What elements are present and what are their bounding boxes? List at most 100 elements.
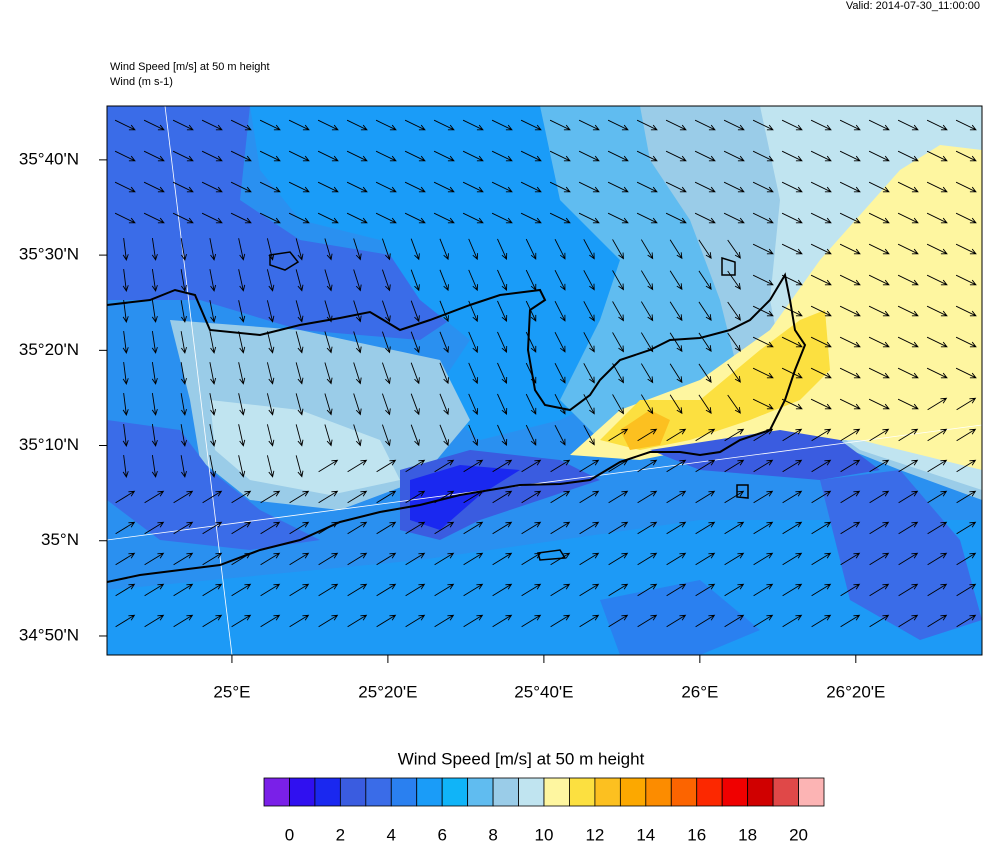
wind-arrow	[637, 459, 658, 473]
wind-arrow	[202, 521, 223, 535]
colorbar-box	[467, 777, 494, 807]
wind-arrow	[324, 362, 333, 385]
wind-arrow	[955, 150, 977, 162]
wind-arrow	[492, 552, 513, 566]
wind-arrow	[439, 238, 449, 261]
wind-arrow	[288, 212, 310, 224]
wind-arrow	[694, 119, 716, 131]
wind-arrow	[433, 119, 455, 131]
wind-arrow	[927, 614, 948, 628]
wind-arrow	[318, 614, 339, 628]
wind-arrow	[434, 490, 455, 504]
wind-arrow	[143, 181, 165, 193]
wind-arrow	[376, 552, 397, 566]
colorbar-box	[314, 777, 341, 807]
wind-arrow	[231, 583, 252, 597]
wind-arrow	[810, 336, 832, 348]
wind-arrow	[381, 238, 391, 261]
wind-arrow	[122, 331, 129, 354]
wind-arrow	[375, 212, 397, 224]
wind-arrow	[410, 424, 420, 447]
wind-arrow	[317, 119, 339, 131]
wind-arrow	[172, 212, 194, 224]
wind-arrow	[727, 363, 741, 383]
wind-arrow	[956, 521, 977, 535]
y-tick-label: 34°50'N	[19, 625, 79, 644]
colorbar-box	[543, 777, 570, 807]
wind-arrow	[266, 362, 275, 385]
wind-arrow	[521, 583, 542, 597]
wind-arrow	[405, 490, 426, 504]
wind-arrow	[554, 300, 566, 322]
wind-arrow	[669, 270, 683, 291]
wind-arrow	[122, 455, 129, 478]
wind-arrow	[583, 425, 595, 446]
wind-arrow	[295, 362, 304, 385]
wind-arrow	[433, 181, 455, 193]
wind-arrow	[144, 521, 165, 535]
wind-arrow	[144, 552, 165, 566]
wind-arrow	[782, 614, 803, 628]
wind-arrow	[202, 583, 223, 597]
wind-arrow	[550, 552, 571, 566]
wind-arrow	[180, 424, 187, 447]
wind-arrow	[144, 583, 165, 597]
wind-arrow	[353, 331, 362, 354]
wind-arrow	[636, 119, 658, 131]
wind-arrow	[868, 398, 890, 410]
wind-arrow	[549, 212, 571, 224]
wind-arrow	[404, 150, 426, 162]
wind-arrow	[583, 332, 595, 353]
wind-arrow	[439, 424, 449, 447]
wind-arrow	[346, 181, 368, 193]
colorbar-box	[390, 777, 418, 807]
wind-arrow	[289, 490, 310, 504]
wind-arrow	[180, 269, 187, 292]
wind-arrow	[695, 459, 716, 473]
wind-arrow	[260, 583, 281, 597]
wind-arrow	[810, 212, 832, 224]
colorbar-label: 18	[738, 825, 757, 844]
wind-arrow	[612, 332, 624, 353]
wind-arrow	[578, 119, 600, 131]
wind-arrow	[201, 119, 223, 131]
wind-arrow	[840, 428, 861, 442]
wind-arrow	[640, 332, 654, 353]
wind-arrow	[238, 424, 246, 447]
wind-arrow	[694, 212, 716, 224]
wind-arrow	[665, 181, 687, 193]
wind-arrow	[724, 459, 745, 473]
wind-arrow	[926, 119, 948, 131]
wind-arrow	[230, 181, 252, 193]
wind-arrow	[289, 521, 310, 535]
wind-arrow	[781, 305, 803, 317]
wind-arrow	[955, 305, 977, 317]
colorbar-label: 4	[387, 825, 396, 844]
wind-arrow	[840, 552, 861, 566]
wind-arrow	[698, 239, 712, 260]
wind-arrow	[324, 331, 333, 354]
wind-arrow	[259, 150, 281, 162]
colorbar-label: 2	[336, 825, 345, 844]
colorbar-box	[696, 777, 723, 807]
wind-arrow	[868, 212, 890, 224]
wind-arrow	[724, 583, 745, 597]
x-tick-label: 25°20'E	[358, 682, 417, 701]
wind-arrow	[927, 459, 948, 473]
wind-arrow	[897, 212, 919, 224]
wind-arrow	[238, 238, 246, 261]
wind-arrow	[463, 614, 484, 628]
wind-arrow	[810, 367, 832, 379]
wind-arrow	[202, 614, 223, 628]
wind-arrow	[353, 362, 362, 385]
wind-arrow	[727, 332, 741, 352]
wind-arrow	[497, 269, 508, 291]
wind-arrow	[839, 212, 861, 224]
wind-arrow	[180, 362, 187, 385]
wind-arrow	[781, 336, 803, 348]
wind-arrow	[462, 150, 484, 162]
wind-arrow	[839, 150, 861, 162]
wind-arrow	[463, 459, 484, 473]
wind-arrow	[695, 490, 716, 504]
wind-arrow	[956, 459, 977, 473]
